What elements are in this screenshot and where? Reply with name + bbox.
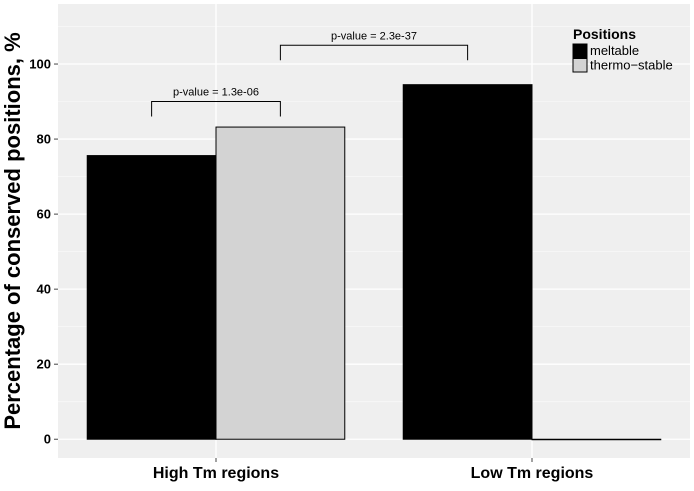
bar-meltable-high-tm-regions [86, 155, 217, 440]
x-tick-label: Low Tm regions [471, 465, 594, 482]
legend-key-thermo-stable [572, 58, 588, 73]
y-tick-label: 0 [44, 432, 51, 447]
x-tick-label: High Tm regions [153, 465, 279, 482]
y-axis: 0 20 40 60 80 100 [29, 57, 58, 447]
y-tick-label: 40 [37, 282, 51, 297]
legend-label-meltable: meltable [590, 43, 639, 58]
annotations: p-value = 1.3e-06 p-value = 2.3e-37 [151, 30, 469, 117]
p-value-label: p-value = 1.3e-06 [173, 87, 259, 99]
y-axis-label: Percentage of conserved positions, % [0, 32, 25, 429]
bars [86, 84, 662, 441]
significance-bracket [279, 44, 469, 61]
p-value-label: p-value = 2.3e-37 [331, 30, 417, 42]
y-tick-label: 60 [37, 207, 51, 222]
legend-label-thermo-stable: thermo−stable [590, 58, 673, 73]
y-tick-label: 100 [29, 57, 51, 72]
x-axis: High Tm regions Low Tm regions [153, 458, 594, 482]
bar-meltable-low-tm-regions [402, 84, 533, 440]
y-tick-label: 20 [37, 357, 51, 372]
significance-bracket [151, 101, 281, 117]
legend-title: Positions [573, 26, 636, 42]
y-tick-label: 80 [37, 132, 51, 147]
legend-key-meltable [572, 43, 588, 58]
bar-thermo-stable-low-tm-regions [531, 438, 662, 441]
bar-thermo-stable-high-tm-regions [215, 126, 346, 440]
